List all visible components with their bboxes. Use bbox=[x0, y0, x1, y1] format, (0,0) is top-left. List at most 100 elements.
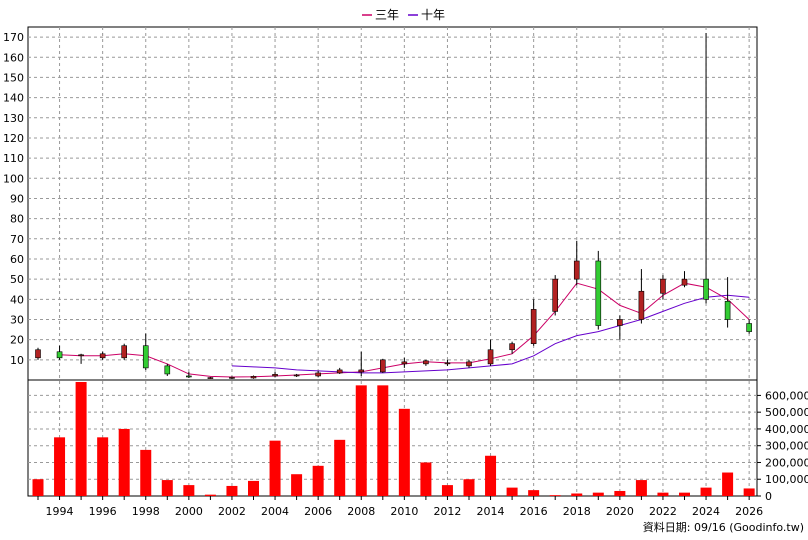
candle-body bbox=[401, 361, 408, 365]
candle-body bbox=[229, 377, 235, 379]
volume-bar bbox=[269, 440, 281, 496]
candle-body bbox=[681, 278, 688, 286]
x-tick-label: 2016 bbox=[520, 505, 548, 518]
x-tick-label: 2010 bbox=[390, 505, 418, 518]
x-tick-label: 1998 bbox=[132, 505, 160, 518]
volume-bar bbox=[420, 462, 432, 496]
price-tick-label: 160 bbox=[3, 51, 24, 64]
price-tick-label: 150 bbox=[3, 71, 24, 84]
x-tick-label: 2014 bbox=[477, 505, 505, 518]
price-tick-label: 170 bbox=[3, 31, 24, 44]
x-tick-label: 2024 bbox=[692, 505, 720, 518]
price-tick-label: 80 bbox=[10, 213, 24, 226]
x-tick-label: 2006 bbox=[304, 505, 332, 518]
volume-plot-frame bbox=[27, 379, 758, 497]
candle-body bbox=[99, 353, 106, 359]
candle-body bbox=[487, 349, 494, 365]
volume-bar bbox=[679, 492, 690, 496]
price-tick-label: 70 bbox=[10, 233, 24, 246]
candle-body bbox=[358, 369, 365, 373]
candle-body bbox=[595, 260, 602, 326]
volume-bar bbox=[398, 408, 410, 496]
volume-bar bbox=[312, 465, 324, 496]
volume-bar bbox=[506, 487, 518, 496]
candle-body bbox=[78, 354, 84, 357]
price-tick-label: 130 bbox=[3, 112, 24, 125]
candle-body bbox=[56, 351, 63, 359]
price-tick-label: 10 bbox=[10, 354, 24, 367]
candle-body bbox=[573, 260, 580, 280]
price-tick-label: 30 bbox=[10, 313, 24, 326]
volume-bar bbox=[161, 480, 173, 496]
x-tick-label: 1994 bbox=[46, 505, 74, 518]
candle-body bbox=[315, 372, 321, 377]
price-tick-label: 90 bbox=[10, 192, 24, 205]
x-tick-label: 2026 bbox=[735, 505, 763, 518]
footer-source: 資料日期: 09/16 (Goodinfo.tw) bbox=[643, 520, 804, 534]
ma10-line bbox=[231, 294, 750, 374]
price-tick-label: 20 bbox=[10, 334, 24, 347]
volume-bar bbox=[226, 485, 238, 496]
volume-tick-label: 500,000 bbox=[765, 406, 808, 419]
candle-body bbox=[379, 359, 386, 373]
volume-tick-label: 200,000 bbox=[765, 456, 808, 469]
price-tick-label: 60 bbox=[10, 253, 24, 266]
candle-body bbox=[293, 374, 300, 377]
candle-body bbox=[35, 349, 41, 359]
volume-tick-label: 0 bbox=[765, 490, 772, 503]
x-tick-label: 2012 bbox=[433, 505, 461, 518]
candle-body bbox=[466, 361, 472, 367]
candle-body bbox=[552, 278, 559, 312]
x-tick-label: 2020 bbox=[606, 505, 634, 518]
volume-bar bbox=[54, 437, 66, 496]
volume-layer bbox=[32, 382, 755, 496]
candle-body bbox=[142, 345, 149, 369]
candle-body bbox=[660, 278, 666, 294]
price-tick-label: 120 bbox=[3, 132, 24, 145]
x-tick-label: 2018 bbox=[563, 505, 591, 518]
volume-bar bbox=[635, 480, 647, 496]
volume-bar bbox=[291, 474, 303, 496]
candle-body bbox=[444, 362, 451, 365]
volume-bar bbox=[204, 494, 216, 496]
volume-tick-label: 300,000 bbox=[765, 440, 808, 453]
x-tick-label: 1996 bbox=[89, 505, 117, 518]
candle-body bbox=[121, 345, 127, 359]
volume-bar bbox=[743, 488, 755, 496]
x-tick-label: 2022 bbox=[649, 505, 677, 518]
volume-bar bbox=[700, 487, 712, 496]
volume-bar bbox=[463, 479, 475, 496]
price-tick-label: 100 bbox=[3, 172, 24, 185]
candle-body bbox=[509, 343, 515, 351]
x-tick-label: 2008 bbox=[347, 505, 375, 518]
volume-bar bbox=[32, 479, 44, 496]
candle-body bbox=[272, 374, 278, 377]
legend: 三年 十年 bbox=[362, 8, 445, 22]
volume-bar bbox=[118, 428, 130, 496]
axis-layer: 10 20 30 40 50 60 70 80 90 100 110 120 130 140 150 160 1… bbox=[3, 31, 808, 518]
volume-bar bbox=[75, 382, 87, 496]
price-tick-label: 110 bbox=[3, 152, 24, 165]
volume-bar bbox=[571, 493, 583, 496]
candle-body bbox=[250, 376, 257, 379]
candle-body bbox=[724, 301, 731, 320]
volume-bar bbox=[485, 455, 497, 496]
candle-body bbox=[336, 369, 343, 374]
candle-body bbox=[207, 377, 214, 379]
candle-body bbox=[746, 323, 752, 332]
candle-body bbox=[530, 309, 537, 344]
x-tick-label: 2000 bbox=[175, 505, 203, 518]
volume-bar bbox=[97, 437, 109, 496]
price-tick-label: 50 bbox=[10, 273, 24, 286]
candle-body bbox=[164, 365, 171, 375]
volume-bar bbox=[722, 472, 734, 496]
volume-bar bbox=[355, 385, 367, 496]
volume-tick-label: 100,000 bbox=[765, 473, 808, 486]
price-tick-label: 40 bbox=[10, 293, 24, 306]
candle-body bbox=[186, 375, 192, 378]
legend-ma10-label: 十年 bbox=[421, 8, 445, 22]
volume-bar bbox=[183, 485, 195, 496]
x-tick-label: 2002 bbox=[218, 505, 246, 518]
